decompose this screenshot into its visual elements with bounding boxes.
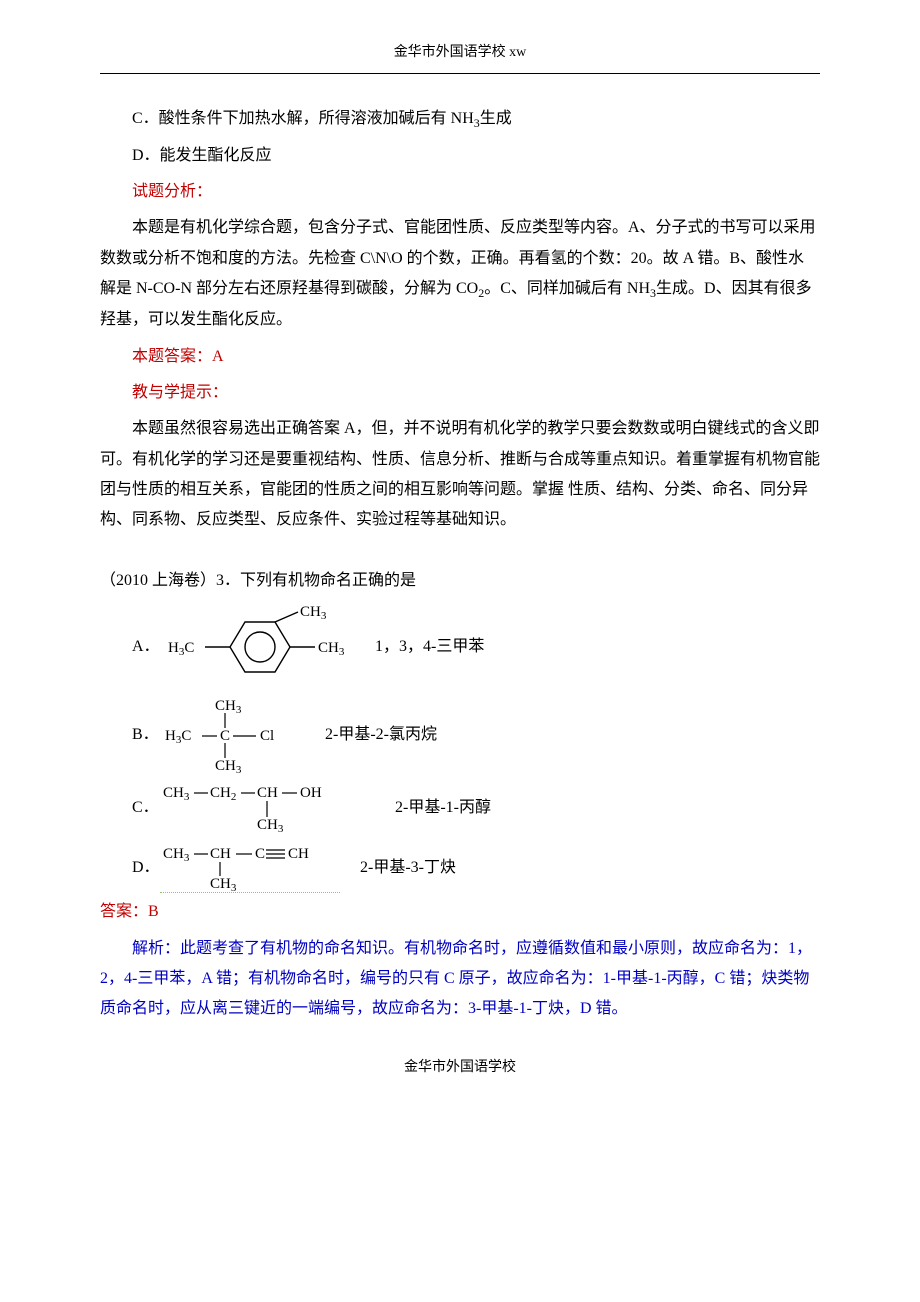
svg-text:CH3: CH3	[163, 785, 190, 803]
option-a-name: 1，3，4-三甲苯	[375, 632, 484, 662]
option-a-letter: A．	[132, 632, 160, 662]
option-b-structure: CH3 H3C C Cl CH3	[160, 696, 305, 774]
page-header: 金华市外国语学校 xw	[100, 40, 820, 67]
svg-text:Cl: Cl	[260, 728, 274, 744]
svg-text:CH3: CH3	[300, 604, 327, 622]
option-d-structure: CH3 CH C CH CH3	[160, 842, 340, 893]
analysis-body: 本题是有机化学综合题，包含分子式、官能团性质、反应类型等内容。A、分子式的书写可…	[100, 213, 820, 335]
option-d-letter: D．	[132, 853, 160, 883]
svg-text:CH3: CH3	[215, 698, 242, 716]
tip-body: 本题虽然很容易选出正确答案 A，但，并不说明有机化学的教学只要会数数或明白键线式…	[100, 414, 820, 536]
answer-1: 本题答案：A	[100, 342, 820, 372]
option-b-name: 2-甲基-2-氯丙烷	[325, 720, 437, 750]
svg-text:CH2: CH2	[210, 785, 236, 803]
analysis-heading: 试题分析：	[100, 177, 820, 207]
svg-text:CH3: CH3	[163, 846, 190, 864]
analysis-text-2: 。C、同样加碱后有 NH	[484, 280, 650, 297]
svg-text:CH3: CH3	[318, 640, 345, 658]
svg-text:CH3: CH3	[215, 758, 242, 774]
option-c-row: C． CH3 CH2 CH OH CH3 2-甲基-1-丙醇	[132, 778, 820, 838]
svg-text:CH: CH	[210, 846, 231, 862]
option-d-name: 2-甲基-3-丁炔	[360, 853, 456, 883]
option-b-row: B． CH3 H3C C Cl CH3 2-甲基-2-氯丙烷	[132, 696, 820, 774]
option-c-pre: C．酸性条件下加热水解，所得溶液加碱后有 NH	[132, 110, 474, 127]
option-a-structure: H3C CH3 CH3	[160, 602, 355, 692]
option-c: C．酸性条件下加热水解，所得溶液加碱后有 NH3生成	[132, 104, 820, 135]
svg-text:C: C	[220, 728, 230, 744]
answer-2: 答案：B	[100, 897, 820, 927]
tip-heading: 教与学提示：	[100, 378, 820, 408]
option-b-letter: B．	[132, 720, 160, 750]
option-c-post: 生成	[480, 110, 512, 127]
svg-text:CH3: CH3	[210, 876, 237, 892]
option-c-structure: CH3 CH2 CH OH CH3	[160, 779, 375, 837]
section-gap	[100, 542, 820, 566]
option-c-name: 2-甲基-1-丙醇	[395, 793, 491, 823]
q-stem: （2010 上海卷）3．下列有机物命名正确的是	[100, 566, 820, 596]
svg-text:OH: OH	[300, 785, 322, 801]
svg-text:CH: CH	[257, 785, 278, 801]
header-rule	[100, 73, 820, 74]
svg-text:H3C: H3C	[168, 640, 194, 658]
option-d-row: D． CH3 CH C CH CH3 2-甲基-3-丁炔	[132, 842, 820, 893]
option-a-row: A． H3C CH3 CH3 1，3，4-三甲苯	[132, 602, 820, 692]
svg-text:C: C	[255, 846, 265, 862]
svg-text:CH3: CH3	[257, 817, 284, 835]
explain: 解析：此题考查了有机物的命名知识。有机物命名时，应遵循数值和最小原则，故应命名为…	[100, 934, 820, 1025]
option-d: D．能发生酯化反应	[132, 141, 820, 171]
page-footer: 金华市外国语学校	[100, 1055, 820, 1082]
svg-text:CH: CH	[288, 846, 309, 862]
option-c-letter: C．	[132, 793, 160, 823]
svg-text:H3C: H3C	[165, 728, 191, 746]
